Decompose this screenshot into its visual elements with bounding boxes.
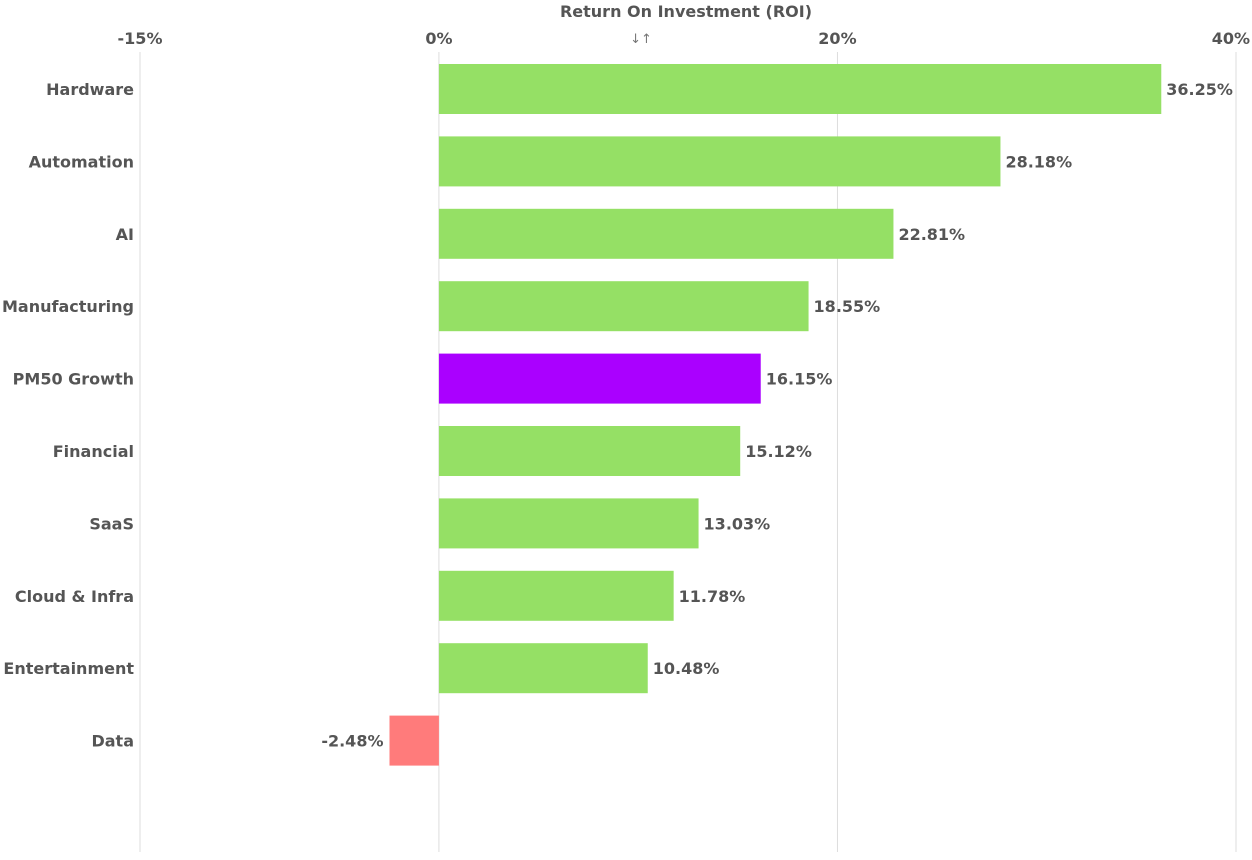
category-label: PM50 Growth [13,370,134,389]
x-axis-title: Return On Investment (ROI) [560,2,812,21]
data-label: 10.48% [653,659,720,678]
sort-icon[interactable]: ↓↑ [630,32,652,47]
x-tick-label: 20% [818,29,856,48]
data-label: 11.78% [679,587,746,606]
bar-cloud-infra[interactable] [438,570,674,621]
data-label: 15.12% [745,442,812,461]
category-label: Entertainment [3,659,134,678]
category-label: Manufacturing [2,297,134,316]
bar-automation[interactable] [438,136,1001,187]
bar-entertainment[interactable] [438,643,648,694]
bar-financial[interactable] [438,426,741,476]
data-label: 36.25% [1166,80,1233,99]
category-label: Data [91,732,134,751]
bars: Hardware 36.25% Automation 28.18% AI 22.81% Ma… [2,64,1233,766]
category-label: Cloud & Infra [15,587,134,606]
data-label: 22.81% [898,225,965,244]
bar-ai[interactable] [438,208,894,259]
data-label: -2.48% [321,732,383,751]
data-label: 18.55% [814,297,881,316]
category-label: Hardware [46,80,134,99]
bar-pm50-growth[interactable] [438,353,761,404]
category-label: Financial [53,442,134,461]
bar-manufacturing[interactable] [438,281,809,332]
category-label: SaaS [89,514,134,533]
category-label: AI [116,225,134,244]
x-axis-ticks: -15% 0% 20% 40% [118,29,1250,48]
data-label: 16.15% [766,370,833,389]
x-tick-label: -15% [118,29,163,48]
x-tick-label: 40% [1212,29,1250,48]
bar-data[interactable] [389,715,439,766]
x-tick-label: 0% [425,29,452,48]
category-label: Automation [29,152,134,171]
data-label: 28.18% [1005,152,1072,171]
data-label: 13.03% [704,514,771,533]
bar-saas[interactable] [438,498,699,549]
bar-hardware[interactable] [438,64,1162,114]
